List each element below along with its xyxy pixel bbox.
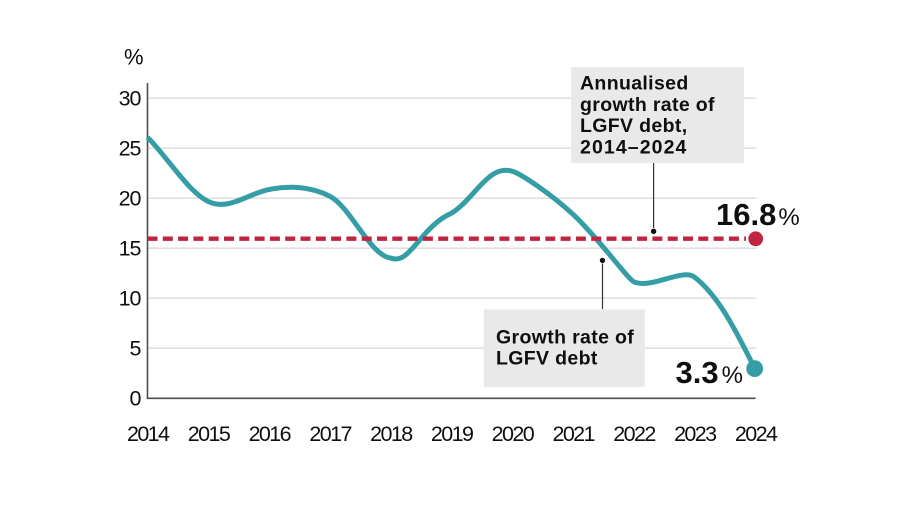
svg-text:25: 25 — [119, 137, 142, 161]
svg-text:2021: 2021 — [552, 422, 594, 446]
svg-text:0: 0 — [130, 387, 142, 411]
svg-text:20: 20 — [119, 187, 142, 211]
svg-text:2019: 2019 — [431, 422, 473, 446]
svg-text:2016: 2016 — [249, 422, 292, 446]
svg-text:2024: 2024 — [735, 422, 778, 446]
svg-text:15: 15 — [119, 237, 142, 261]
svg-text:3.3%: 3.3% — [676, 355, 743, 390]
svg-text:LGFV debt,: LGFV debt, — [580, 115, 688, 137]
svg-text:2017: 2017 — [309, 422, 351, 446]
svg-text:2020: 2020 — [492, 422, 535, 446]
svg-text:2014: 2014 — [127, 422, 170, 446]
svg-text:2018: 2018 — [370, 422, 413, 446]
svg-text:%: % — [124, 45, 144, 70]
svg-text:5: 5 — [130, 337, 142, 361]
svg-text:Annualised: Annualised — [580, 73, 689, 95]
svg-text:growth rate of: growth rate of — [580, 94, 715, 116]
svg-text:30: 30 — [119, 87, 142, 111]
svg-text:2014–2024: 2014–2024 — [580, 136, 688, 158]
svg-text:LGFV debt: LGFV debt — [496, 348, 598, 370]
svg-text:10: 10 — [119, 287, 142, 311]
svg-text:2022: 2022 — [613, 422, 655, 446]
svg-text:2023: 2023 — [674, 422, 717, 446]
svg-text:16.8%: 16.8% — [716, 197, 800, 232]
svg-text:2015: 2015 — [188, 422, 231, 446]
svg-text:Growth rate of: Growth rate of — [496, 327, 634, 349]
